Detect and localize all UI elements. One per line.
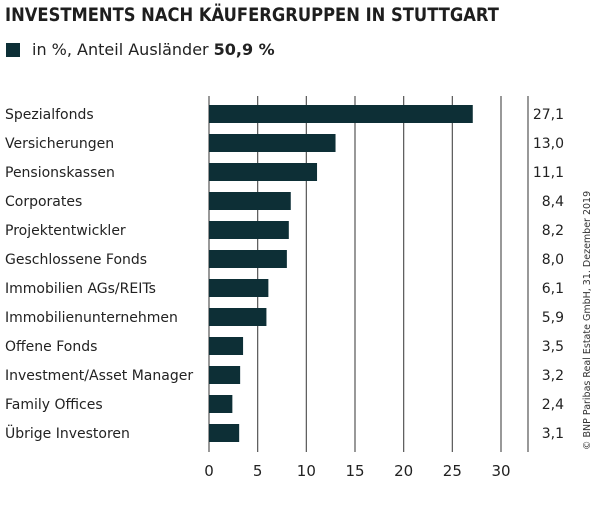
- x-tick-label: 20: [394, 462, 413, 480]
- value-label: 8,2: [542, 223, 564, 239]
- bar: [209, 279, 269, 297]
- value-label: 6,1: [542, 281, 564, 297]
- bar: [209, 163, 318, 181]
- bar: [209, 221, 289, 239]
- x-tick-label: 0: [204, 462, 214, 480]
- value-label: 2,4: [542, 397, 564, 413]
- legend-highlight: 50,9 %: [213, 40, 275, 59]
- x-tick-label: 15: [345, 462, 364, 480]
- legend: in %, Anteil Ausländer 50,9 %: [6, 40, 275, 59]
- x-tick-label: 5: [253, 462, 263, 480]
- category-label: Corporates: [5, 194, 82, 210]
- bar: [209, 424, 240, 442]
- value-label: 8,0: [542, 252, 564, 268]
- x-tick-label: 30: [491, 462, 510, 480]
- category-label: Pensionskassen: [5, 165, 115, 181]
- bar: [209, 134, 336, 152]
- chart-title: INVESTMENTS NACH KÄUFERGRUPPEN IN STUTTG…: [5, 4, 499, 26]
- category-label: Geschlossene Fonds: [5, 252, 147, 268]
- bar: [209, 308, 267, 326]
- bar: [209, 395, 233, 413]
- value-label: 3,1: [542, 426, 564, 442]
- value-label: 11,1: [533, 165, 564, 181]
- value-label: 13,0: [533, 136, 564, 152]
- value-label: 27,1: [533, 107, 564, 123]
- category-label: Immobilienunternehmen: [5, 310, 178, 326]
- value-label: 5,9: [542, 310, 564, 326]
- bar: [209, 192, 291, 210]
- x-tick-label: 25: [443, 462, 462, 480]
- legend-swatch: [6, 42, 20, 57]
- legend-label: in %, Anteil Ausländer: [32, 40, 209, 59]
- category-label: Offene Fonds: [5, 339, 97, 355]
- category-label: Versicherungen: [5, 136, 114, 152]
- bar: [209, 337, 244, 355]
- category-label: Projektentwickler: [5, 223, 126, 239]
- value-label: 3,5: [542, 339, 564, 355]
- value-label: 8,4: [542, 194, 564, 210]
- x-tick-label: 10: [297, 462, 316, 480]
- bar: [209, 105, 473, 123]
- category-label: Immobilien AGs/REITs: [5, 281, 156, 297]
- bar: [209, 366, 241, 384]
- value-label: 3,2: [542, 368, 564, 384]
- category-label: Investment/Asset Manager: [5, 368, 193, 384]
- category-label: Übrige Investoren: [5, 424, 130, 442]
- category-label: Spezialfonds: [5, 107, 94, 123]
- source-credit: © BNP Paribas Real Estate GmbH, 31. Deze…: [582, 190, 593, 450]
- bar: [209, 250, 287, 268]
- category-label: Family Offices: [5, 397, 103, 413]
